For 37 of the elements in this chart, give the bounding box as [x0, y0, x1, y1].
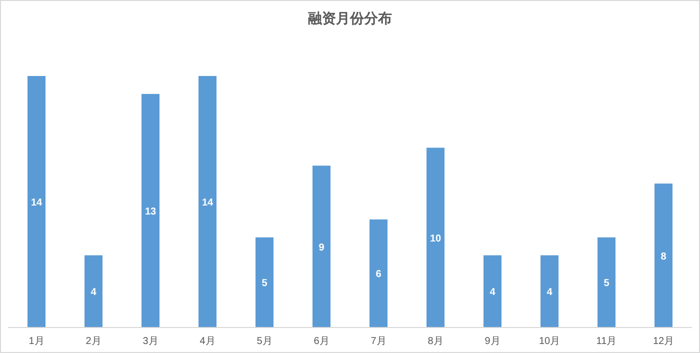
bar [540, 255, 558, 327]
x-tick-label: 9月 [484, 336, 500, 347]
bar [28, 76, 46, 327]
bar [598, 237, 616, 327]
data-label: 5 [262, 278, 268, 290]
data-label: 4 [546, 287, 553, 298]
data-label: 13 [144, 206, 156, 218]
bar [84, 255, 102, 327]
x-tick-label: 11月 [596, 336, 617, 347]
data-label: 10 [430, 233, 442, 244]
data-label: 5 [604, 278, 610, 290]
bar [370, 219, 388, 327]
data-label: 8 [660, 251, 667, 262]
x-tick-label: 4月 [200, 336, 216, 347]
x-tick-label: 5月 [256, 336, 272, 347]
data-label: 4 [490, 287, 496, 298]
x-tick-label: 10月 [538, 336, 560, 347]
data-label: 9 [318, 242, 325, 254]
bar [142, 94, 160, 327]
data-label: 14 [202, 198, 214, 208]
bar [654, 184, 672, 327]
x-tick-label: 6月 [314, 336, 330, 347]
data-label: 4 [90, 287, 97, 298]
x-tick-label: 7月 [370, 336, 386, 347]
bar [198, 76, 216, 327]
bar [312, 166, 330, 327]
bar [256, 237, 274, 327]
bar [426, 148, 444, 327]
x-tick-label: 1月 [28, 336, 44, 347]
data-label: 14 [30, 198, 42, 208]
x-tick-label: 3月 [142, 336, 158, 347]
chart-title: 融资月份分布 [308, 10, 392, 26]
data-label: 6 [376, 269, 382, 280]
x-tick-label: 12月 [652, 336, 674, 347]
bar [484, 255, 502, 327]
x-tick-label: 2月 [86, 336, 102, 347]
x-tick-label: 8月 [428, 336, 444, 347]
